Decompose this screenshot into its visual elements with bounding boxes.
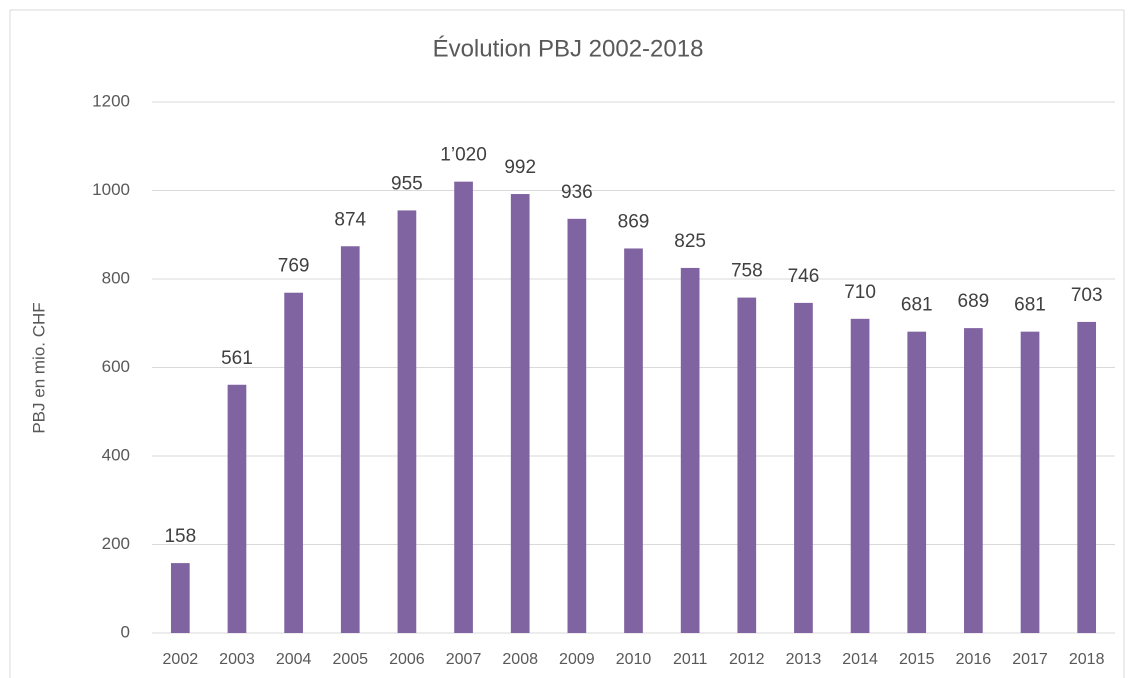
bar (510, 194, 530, 634)
x-tick-label: 2011 (673, 651, 708, 668)
bar (680, 267, 700, 633)
x-tick-label: 2008 (502, 651, 538, 668)
x-tick-label: 2017 (1012, 651, 1048, 668)
x-tick-label: 2009 (559, 651, 595, 668)
bar (1077, 321, 1097, 633)
y-tick-label: 1000 (92, 180, 130, 199)
data-label: 681 (1014, 295, 1046, 316)
x-tick-label: 2012 (729, 651, 765, 668)
bar (227, 384, 247, 633)
bar (850, 318, 870, 633)
x-tick-label: 2015 (899, 651, 935, 668)
bar (567, 218, 587, 633)
bar (397, 210, 417, 633)
bar (624, 248, 643, 633)
data-label: 874 (334, 209, 366, 230)
data-label: 689 (958, 291, 990, 312)
data-label: 992 (504, 157, 536, 178)
x-tick-label: 2010 (616, 651, 652, 668)
x-tick-label: 2004 (276, 651, 312, 668)
bar (907, 331, 927, 633)
bar (284, 292, 303, 633)
y-tick-label: 800 (102, 268, 130, 287)
x-tick-label: 2007 (446, 651, 482, 668)
data-label: 703 (1071, 285, 1103, 306)
x-tick-label: 2013 (786, 651, 822, 668)
y-tick-label: 600 (102, 357, 130, 376)
data-label: 758 (731, 261, 763, 282)
data-label: 825 (674, 231, 706, 252)
x-tick-label: 2002 (163, 651, 199, 668)
data-label: 769 (278, 256, 310, 277)
bar (1020, 331, 1040, 633)
x-tick-label: 2006 (389, 651, 425, 668)
data-label: 936 (561, 182, 593, 203)
y-tick-label: 200 (102, 534, 130, 553)
x-tick-label: 2005 (332, 651, 368, 668)
data-label: 746 (788, 266, 820, 287)
data-label: 869 (618, 211, 650, 232)
data-label: 561 (221, 348, 253, 369)
y-tick-label: 0 (121, 622, 130, 641)
data-label: 955 (391, 173, 423, 194)
y-axis-label: PBJ en mio. CHF (29, 302, 48, 433)
bar (340, 246, 360, 633)
y-tick-label: 1200 (92, 91, 130, 110)
bar (170, 563, 190, 633)
data-label: 710 (844, 282, 876, 303)
data-label: 681 (901, 295, 933, 316)
data-label: 158 (164, 526, 196, 547)
bar (454, 181, 473, 633)
x-tick-label: 2014 (842, 651, 878, 668)
x-tick-label: 2016 (956, 651, 992, 668)
chart-title: Évolution PBJ 2002-2018 (433, 35, 704, 62)
x-tick-label: 2018 (1069, 651, 1105, 668)
bar (737, 297, 757, 633)
y-tick-label: 400 (102, 445, 130, 464)
x-tick-label: 2003 (219, 651, 255, 668)
bar (964, 328, 983, 633)
data-label: 1’020 (440, 145, 487, 166)
bar (794, 302, 813, 633)
